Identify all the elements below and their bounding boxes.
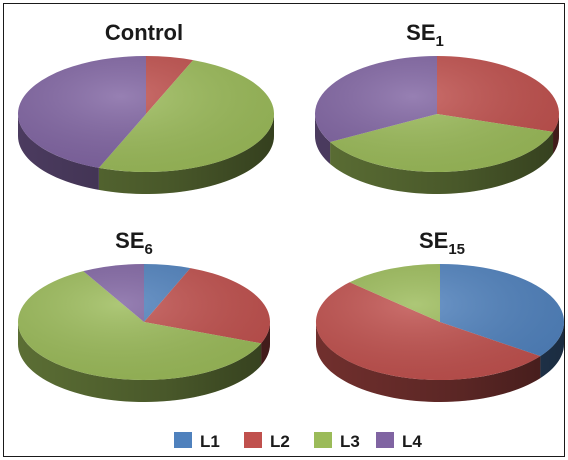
pie-title-se15: SE15	[419, 228, 465, 258]
legend-swatch-l3	[314, 432, 332, 448]
pie-se1: SE1	[315, 20, 559, 194]
pie-charts-svg: Control SE1 SE6 SE15 L1 L2 L3 L4	[17, 20, 564, 451]
pie-title-control: Control	[105, 20, 183, 45]
pie-control-sides	[18, 114, 274, 194]
legend-label-l3: L3	[340, 432, 360, 451]
pie-control-side-shade	[18, 114, 274, 194]
pie-se15-top	[315, 264, 564, 381]
pie-se1-top	[315, 56, 559, 172]
pie-se1-side-shade	[315, 114, 559, 194]
legend-label-l4: L4	[402, 432, 422, 451]
legend: L1 L2 L3 L4	[174, 432, 422, 451]
pie-se6-top	[18, 264, 270, 380]
legend-label-l2: L2	[270, 432, 290, 451]
pie-se15: SE15	[315, 228, 564, 402]
pie-se15-side-shade	[316, 322, 564, 402]
pie-se1-sides	[315, 114, 559, 194]
pie-control: Control	[17, 20, 275, 194]
pie-se15-top-gloss	[316, 264, 564, 380]
pie-se6-side-shade	[18, 322, 270, 402]
pie-se1-top-gloss	[315, 56, 559, 172]
pie-control-top	[17, 56, 275, 173]
chart-frame: Control SE1 SE6 SE15 L1 L2 L3 L4	[3, 3, 565, 457]
legend-swatch-l2	[244, 432, 262, 448]
pie-title-se1: SE1	[406, 20, 444, 50]
legend-swatch-l4	[376, 432, 394, 448]
legend-label-l1: L1	[200, 432, 220, 451]
pie-se6-top-gloss	[18, 264, 270, 380]
legend-swatch-l1	[174, 432, 192, 448]
pie-control-top-gloss	[18, 56, 274, 172]
pie-title-se6: SE6	[115, 228, 153, 258]
pie-se6-sides	[18, 322, 270, 402]
pie-se15-sides	[316, 322, 564, 402]
pie-se6: SE6	[18, 228, 270, 402]
